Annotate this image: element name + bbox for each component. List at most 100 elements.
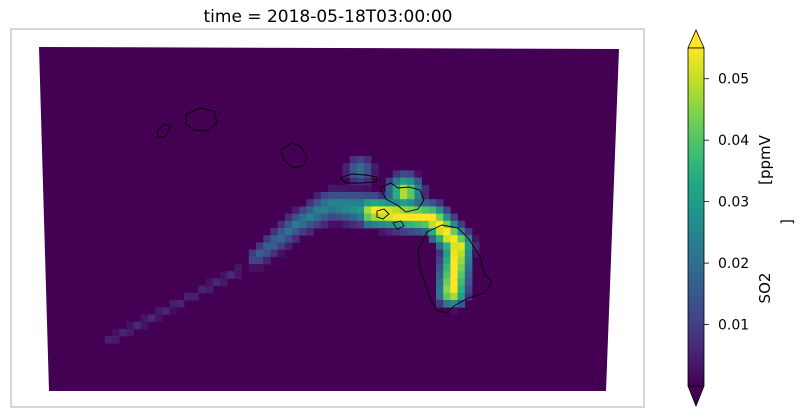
plume-cell — [407, 184, 415, 193]
plume-cell — [392, 170, 401, 178]
plume-cell — [464, 285, 473, 294]
plume-cell — [450, 285, 458, 294]
plume-cell — [148, 314, 156, 322]
plume-cell — [349, 213, 358, 222]
plume-cell — [292, 206, 300, 214]
plume-cell — [313, 213, 322, 222]
plume-cell — [256, 242, 264, 250]
colorbar-tick-label: 0.02 — [718, 256, 749, 272]
plume-cell — [443, 206, 451, 214]
plume-cell — [443, 228, 451, 236]
plume-cell — [356, 220, 365, 229]
plume-cell — [270, 235, 278, 243]
plume-cell — [457, 271, 466, 279]
colorbar-tick-label: 0.05 — [718, 72, 749, 88]
plume-cell — [450, 307, 458, 315]
plume-cell — [284, 213, 293, 222]
coastline-big-island — [417, 224, 493, 314]
plume-cell — [414, 206, 422, 214]
plume-cell — [364, 206, 372, 214]
plume-cell — [436, 235, 444, 243]
plume-cell — [464, 242, 473, 250]
plume-cell — [335, 213, 343, 222]
plume-cell — [464, 271, 473, 279]
plume-cell — [385, 192, 394, 200]
plume-cell — [140, 321, 149, 330]
plume-cell — [335, 199, 343, 207]
plume-cell — [335, 184, 343, 193]
plume-cell — [428, 228, 437, 236]
plume-cell — [205, 285, 214, 294]
plume-cell — [263, 242, 271, 250]
colorbar-extend-max — [687, 29, 705, 49]
plume-cell — [248, 256, 257, 265]
plume-cell — [436, 213, 444, 222]
plume-cell — [443, 271, 451, 279]
plume-cell — [349, 199, 358, 207]
plume-cell — [320, 213, 329, 222]
plume-cell — [436, 256, 444, 265]
plume-cell — [328, 184, 336, 193]
plume-cell — [457, 249, 466, 258]
plume-cell — [198, 285, 206, 294]
plume-cell — [220, 271, 228, 279]
plume-cell — [335, 192, 343, 200]
plume-cell — [313, 220, 322, 229]
plume-cell — [436, 242, 444, 250]
plume-cell — [364, 192, 372, 200]
plume-cell — [385, 206, 394, 214]
plume-cell — [292, 228, 300, 236]
plume-cell — [407, 170, 415, 178]
colorbar-tick-label: 0.04 — [718, 133, 749, 149]
plume-cell — [407, 220, 415, 229]
plume-cell — [464, 264, 473, 272]
plume-cell — [443, 220, 451, 229]
plume-cell — [421, 199, 430, 207]
plume-cell — [284, 228, 293, 236]
plume-cell — [356, 206, 365, 214]
plume-cell — [277, 242, 286, 250]
plume-cell — [313, 192, 322, 200]
plume-cell — [342, 170, 350, 178]
coastline-niihau — [156, 123, 171, 138]
plume-cell — [385, 220, 394, 229]
plume-cell — [104, 336, 113, 344]
plume-cell — [263, 256, 271, 265]
plume-cell — [140, 314, 149, 322]
plume-cell — [457, 242, 466, 250]
plume-cell — [356, 156, 365, 164]
plume-cell — [277, 249, 286, 258]
plume-cell — [349, 206, 358, 214]
plume-cell — [378, 199, 386, 207]
plume-cell — [407, 199, 415, 207]
plume-cell — [126, 321, 134, 330]
plume-cell — [270, 228, 278, 236]
plume-cell — [328, 213, 336, 222]
plume-cell — [277, 228, 286, 236]
plume-cell — [313, 199, 322, 207]
plume-cell — [277, 220, 286, 229]
plume-cell — [457, 256, 466, 265]
plume-cell — [328, 206, 336, 214]
plume-cell — [421, 213, 430, 222]
plume-cell — [428, 213, 437, 222]
plume-cell — [349, 156, 358, 164]
plume-cell — [263, 235, 271, 243]
plume-cell — [364, 184, 372, 193]
plume-cell — [277, 235, 286, 243]
plume-cell — [112, 336, 120, 344]
plume-cell — [392, 206, 401, 214]
plume-cell — [349, 192, 358, 200]
plume-cell — [450, 264, 458, 272]
plume-cell — [155, 307, 163, 315]
plume-cell — [256, 264, 264, 272]
plume-cell — [364, 177, 372, 186]
plume-cell — [407, 228, 415, 236]
colorbar: 0.01 0.02 0.03 0.04 0.05 SO2 [ppmV ] — [687, 29, 796, 408]
plume-cell — [392, 184, 401, 193]
plume-cell — [169, 300, 178, 308]
plume-cell — [407, 192, 415, 200]
plume-cell — [472, 242, 480, 250]
plume-cell — [292, 220, 300, 229]
plume-cell — [450, 249, 458, 258]
